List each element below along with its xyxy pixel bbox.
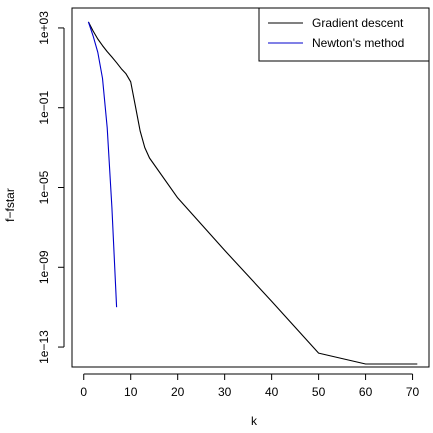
x-tick-label-20: 20	[171, 385, 185, 399]
y-tick-label-4: 1e−13	[37, 330, 51, 364]
plot-border	[71, 7, 430, 368]
legend-label-newtons-method: Newton's method	[312, 36, 404, 50]
x-tick-label-10: 10	[124, 385, 138, 399]
y-axis-title: f−fstar	[3, 188, 17, 222]
y-tick-label-3: 1e−09	[37, 250, 51, 284]
legend-label-gradient-descent: Gradient descent	[312, 16, 404, 30]
series-layer	[87, 21, 418, 365]
y-axis: 1e+03 1e−01 1e−05 1e−09 1e−13	[37, 11, 65, 364]
x-tick-label-60: 60	[359, 385, 373, 399]
legend: Gradient descent Newton's method	[258, 7, 430, 62]
series-line-newton-s-method	[87, 21, 118, 308]
legend-box	[258, 7, 430, 62]
x-tick-label-40: 40	[265, 385, 279, 399]
plot-area	[71, 7, 430, 368]
y-tick-label-0: 1e+03	[37, 11, 51, 45]
y-tick-label-1: 1e−01	[37, 91, 51, 125]
x-axis: 0 10 20 30 40 50 60 70	[80, 373, 420, 399]
x-tick-label-50: 50	[312, 385, 326, 399]
x-axis-title: k	[251, 414, 258, 428]
series-line-gradient-descent	[87, 21, 418, 365]
y-tick-label-2: 1e−05	[37, 170, 51, 204]
x-tick-label-0: 0	[80, 385, 87, 399]
x-tick-label-30: 30	[218, 385, 232, 399]
x-tick-label-70: 70	[406, 385, 420, 399]
